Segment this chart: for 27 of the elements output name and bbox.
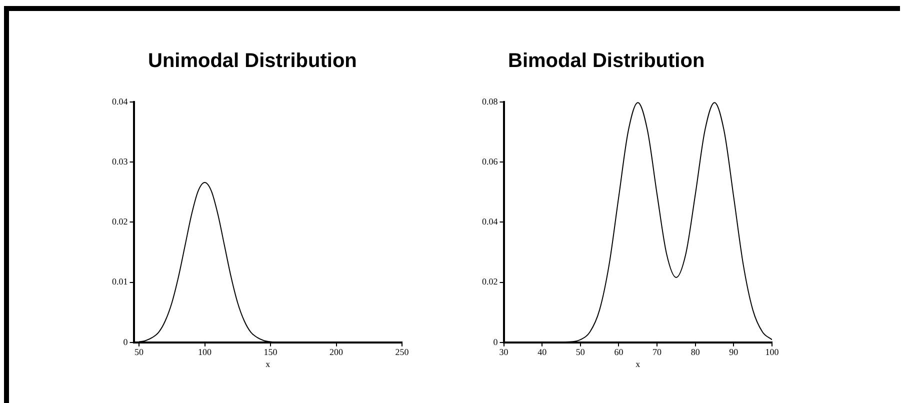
x-tick-label: 30 bbox=[499, 347, 509, 358]
chart-title: Unimodal Distribution bbox=[148, 50, 357, 73]
y-tick-label: 0.01 bbox=[112, 276, 128, 287]
x-tick-label: 50 bbox=[576, 347, 586, 358]
x-tick-label: 50 bbox=[134, 347, 144, 358]
y-tick-label: 0.04 bbox=[482, 216, 498, 227]
y-tick-label: 0 bbox=[493, 336, 498, 347]
y-tick-label: 0.08 bbox=[482, 96, 498, 106]
y-tick-label: 0.06 bbox=[482, 156, 498, 166]
y-tick-label: 0.02 bbox=[482, 276, 498, 287]
x-tick-label: 40 bbox=[538, 347, 548, 358]
x-tick-label: 80 bbox=[690, 347, 700, 358]
x-tick-label: 60 bbox=[614, 347, 624, 358]
y-tick-label: 0 bbox=[123, 336, 128, 347]
x-axis-title: x bbox=[266, 358, 271, 369]
x-tick-label: 250 bbox=[395, 347, 410, 358]
chart-title: Bimodal Distribution bbox=[508, 50, 705, 73]
x-tick-label: 90 bbox=[729, 347, 739, 358]
x-tick-label: 100 bbox=[765, 347, 780, 358]
y-tick-label: 0.04 bbox=[112, 96, 128, 106]
x-axis-title: x bbox=[636, 358, 641, 369]
x-tick-label: 100 bbox=[198, 347, 212, 358]
y-tick-label: 0.02 bbox=[112, 216, 128, 227]
x-tick-label: 200 bbox=[330, 347, 344, 358]
y-tick-label: 0.03 bbox=[112, 156, 128, 166]
x-tick-label: 150 bbox=[264, 347, 278, 358]
x-tick-label: 70 bbox=[652, 347, 662, 358]
